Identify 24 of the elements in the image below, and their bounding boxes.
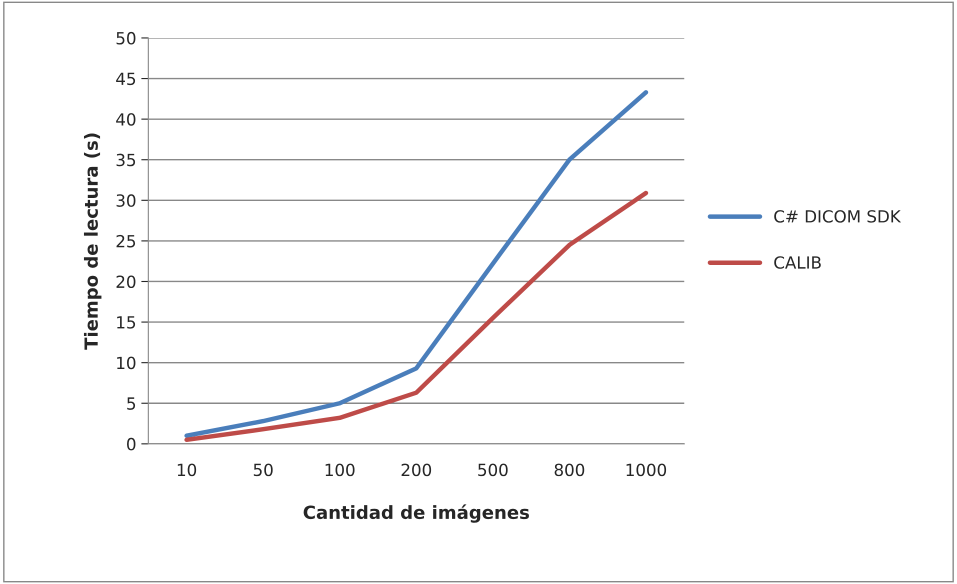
y-tick-label: 35: [116, 154, 136, 166]
x-tick-label: 500: [478, 464, 508, 476]
x-tick-label: 1000: [626, 464, 666, 476]
y-tick-label: 5: [127, 397, 136, 410]
y-tick-label: 0: [127, 438, 136, 450]
x-tick-label: 50: [254, 464, 273, 476]
y-tick-label: 10: [117, 356, 136, 370]
line-series: [184, 90, 648, 438]
y-axis-title: Tiempo de lectura (s): [84, 134, 102, 350]
y-tick-label: 15: [117, 316, 136, 329]
y-tick-label: 20: [116, 275, 136, 288]
x-tick-label: 800: [554, 464, 584, 476]
legend-label: C# DICOM SDK: [774, 210, 902, 223]
legend-label: CALIB: [774, 256, 821, 269]
x-tick-label: 10: [178, 464, 196, 476]
line-series: [184, 190, 648, 442]
x-axis-title: Cantidad de imágenes: [304, 504, 529, 523]
y-tick-label: 45: [116, 72, 136, 86]
x-tick-label: 100: [326, 464, 355, 476]
y-tick-label: 40: [116, 113, 136, 126]
y-tick-label: 30: [116, 194, 136, 207]
y-tick-label: 50: [116, 32, 136, 45]
x-tick-label: 200: [402, 464, 432, 476]
y-tick-label: 25: [116, 234, 136, 248]
